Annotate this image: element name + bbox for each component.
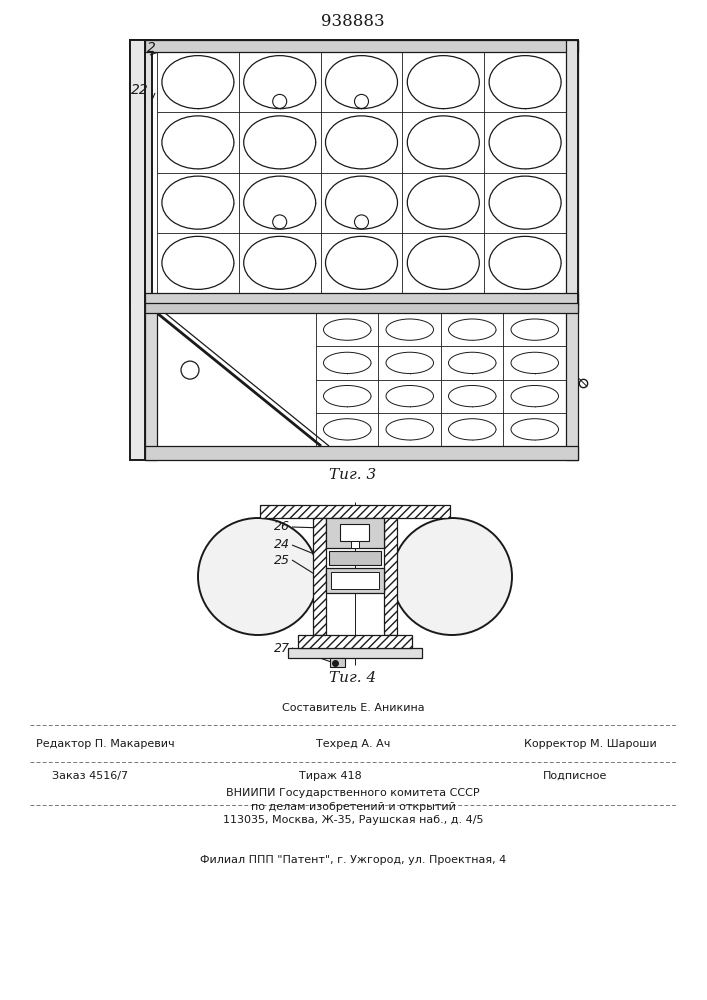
Text: Заказ 4516/7: Заказ 4516/7 <box>52 771 128 781</box>
Ellipse shape <box>448 385 496 407</box>
Text: 22: 22 <box>131 83 149 97</box>
Ellipse shape <box>325 176 397 229</box>
Ellipse shape <box>324 352 371 374</box>
Ellipse shape <box>244 56 316 109</box>
Text: по делам изобретений и открытий: по делам изобретений и открытий <box>250 802 455 812</box>
Text: Тираж 418: Тираж 418 <box>298 771 361 781</box>
Text: 27: 27 <box>274 642 290 654</box>
Bar <box>145 293 578 305</box>
Bar <box>298 635 412 648</box>
Ellipse shape <box>386 319 433 340</box>
Ellipse shape <box>162 116 234 169</box>
Ellipse shape <box>448 352 496 374</box>
Bar <box>330 658 345 667</box>
Bar <box>566 305 578 460</box>
Bar <box>145 40 578 52</box>
Text: Техред А. Ач: Техред А. Ач <box>316 739 390 749</box>
Ellipse shape <box>324 319 371 340</box>
Text: Редактор П. Макаревич: Редактор П. Макаревич <box>35 739 175 749</box>
Ellipse shape <box>511 419 559 440</box>
Bar <box>288 648 422 658</box>
Ellipse shape <box>448 319 496 340</box>
Bar <box>341 524 370 540</box>
Text: Τиг. 4: Τиг. 4 <box>329 671 377 685</box>
Text: Подписное: Подписное <box>543 771 607 781</box>
Ellipse shape <box>489 56 561 109</box>
Ellipse shape <box>407 116 479 169</box>
Text: Τиг. 3: Τиг. 3 <box>329 468 377 482</box>
Ellipse shape <box>244 236 316 289</box>
Text: 938883: 938883 <box>321 13 385 30</box>
Bar <box>331 572 379 589</box>
Ellipse shape <box>489 236 561 289</box>
Bar <box>384 518 397 635</box>
Text: Составитель Е. Аникина: Составитель Е. Аникина <box>281 703 424 713</box>
Ellipse shape <box>324 419 371 440</box>
Bar <box>130 40 152 305</box>
Ellipse shape <box>325 56 397 109</box>
Ellipse shape <box>198 518 318 635</box>
Text: 25: 25 <box>274 554 290 566</box>
Ellipse shape <box>244 176 316 229</box>
Bar <box>145 303 578 313</box>
Bar <box>130 40 145 460</box>
Ellipse shape <box>325 236 397 289</box>
Ellipse shape <box>511 385 559 407</box>
Ellipse shape <box>386 419 433 440</box>
Ellipse shape <box>162 56 234 109</box>
Ellipse shape <box>407 236 479 289</box>
Ellipse shape <box>386 385 433 407</box>
Ellipse shape <box>448 419 496 440</box>
Bar <box>260 505 450 518</box>
Text: 24: 24 <box>274 538 290 552</box>
Ellipse shape <box>511 319 559 340</box>
Bar <box>145 446 578 460</box>
Ellipse shape <box>386 352 433 374</box>
Ellipse shape <box>244 116 316 169</box>
Ellipse shape <box>489 176 561 229</box>
Bar <box>313 518 326 635</box>
Ellipse shape <box>162 176 234 229</box>
Ellipse shape <box>407 176 479 229</box>
Bar <box>145 305 578 460</box>
Ellipse shape <box>325 116 397 169</box>
Bar <box>351 540 359 548</box>
Bar <box>326 518 384 548</box>
Text: 2: 2 <box>146 41 156 55</box>
Ellipse shape <box>489 116 561 169</box>
Ellipse shape <box>511 352 559 374</box>
Bar <box>566 40 578 305</box>
Text: Корректор М. Шароши: Корректор М. Шароши <box>524 739 656 749</box>
Ellipse shape <box>324 385 371 407</box>
Ellipse shape <box>392 518 512 635</box>
Text: 113035, Москва, Ж-35, Раушская наб., д. 4/5: 113035, Москва, Ж-35, Раушская наб., д. … <box>223 815 484 825</box>
Bar <box>329 551 381 565</box>
Text: 26: 26 <box>274 520 290 534</box>
Bar <box>326 568 384 593</box>
Bar <box>145 40 578 305</box>
Text: ВНИИПИ Государственного комитета СССР: ВНИИПИ Государственного комитета СССР <box>226 788 480 798</box>
Ellipse shape <box>407 56 479 109</box>
Ellipse shape <box>162 236 234 289</box>
Bar <box>145 305 157 460</box>
Text: Филиал ППП "Патент", г. Ужгород, ул. Проектная, 4: Филиал ППП "Патент", г. Ужгород, ул. Про… <box>200 855 506 865</box>
